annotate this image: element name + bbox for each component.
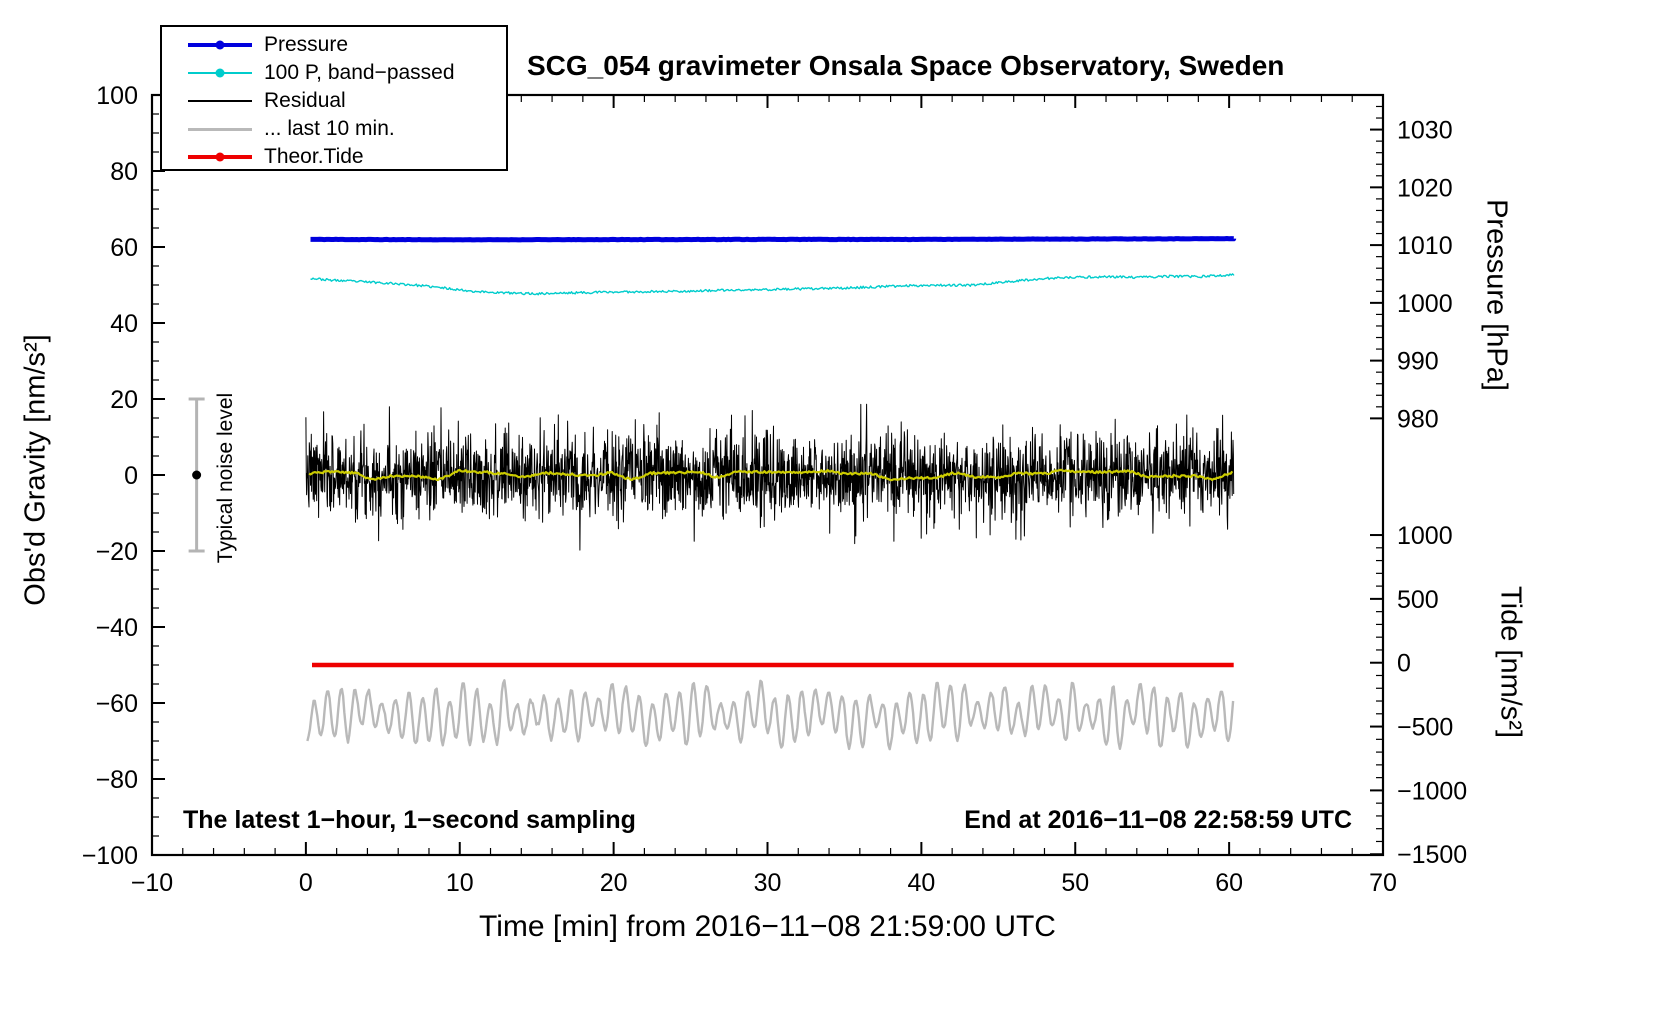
legend-marker-dot [215,40,225,50]
tick-label: 990 [1397,348,1439,376]
tick-label: −500 [1397,714,1453,742]
tick-label: −80 [96,766,138,794]
series-residual_last_10_min [306,679,1235,751]
legend-marker-dot [215,152,225,162]
legend-label: ... last 10 min. [264,117,395,140]
tick-label: 0 [1397,650,1411,678]
tick-label: −10 [131,869,173,897]
y-axis-label-tide: Tide [nm/s²] [1494,585,1527,739]
legend-marker-line [188,67,252,79]
tick-label: 1020 [1397,174,1453,202]
legend-marker-line [188,151,252,163]
legend-marker-line [188,39,252,51]
tick-label: −60 [96,690,138,718]
legend: Pressure 100 P, band−passed Residual ... la… [160,25,508,171]
end-time-annotation: End at 2016−11−08 22:58:59 UTC [964,806,1352,834]
tick-label: 20 [110,386,138,414]
tick-label: 50 [1061,869,1089,897]
tick-label: −40 [96,614,138,642]
tick-label: −20 [96,538,138,566]
series-residual_smoothed [308,468,1234,482]
y-axis-label-pressure: Pressure [hPa] [1480,199,1513,391]
tick-label: −1000 [1397,777,1467,805]
tick-label: −100 [82,842,138,870]
tick-label: 1000 [1397,290,1453,318]
tick-label: 70 [1369,869,1397,897]
legend-item-4: Theor.Tide [162,143,506,171]
legend-item-0: Pressure [162,31,506,59]
chart-title: SCG_054 gravimeter Onsala Space Observat… [527,50,1285,81]
tick-label: 1000 [1397,522,1453,550]
legend-marker-dot [215,68,225,78]
y-axis-label-gravity: Obs'd Gravity [nm/s²] [19,334,52,606]
legend-item-1: 100 P, band−passed [162,59,506,87]
noise-bar-dot [192,470,202,480]
tick-label: 100 [96,82,138,110]
tick-label: 60 [1215,869,1243,897]
tick-label: 0 [299,869,313,897]
legend-item-3: ... last 10 min. [162,115,506,143]
legend-marker-line [188,123,252,135]
tick-label: 30 [754,869,782,897]
noise-level-label: Typical noise level [214,392,237,564]
tick-label: 980 [1397,405,1439,433]
tick-label: 40 [110,310,138,338]
x-axis-label: Time [min] from 2016−11−08 21:59:00 UTC [479,910,1056,943]
legend-line-sample [188,127,252,131]
tick-label: 10 [446,869,474,897]
tick-label: 500 [1397,586,1439,614]
tick-label: 40 [907,869,935,897]
legend-item-2: Residual [162,87,506,115]
series-band_passed_pressure [310,273,1235,296]
tick-label: 60 [110,234,138,262]
legend-marker-line [188,95,252,107]
tick-label: 1030 [1397,117,1453,145]
tick-label: 1010 [1397,232,1453,260]
tick-label: −1500 [1397,841,1467,869]
legend-label: Theor.Tide [264,145,364,168]
series-pressure [310,236,1237,243]
sampling-annotation: The latest 1−hour, 1−second sampling [183,806,636,834]
tick-label: 0 [124,462,138,490]
legend-line-sample [188,99,252,103]
chart-series [305,236,1237,751]
tick-label: 80 [110,158,138,186]
legend-label: Pressure [264,33,349,56]
legend-label: 100 P, band−passed [264,61,455,84]
legend-label: Residual [264,89,346,112]
tick-label: 20 [600,869,628,897]
